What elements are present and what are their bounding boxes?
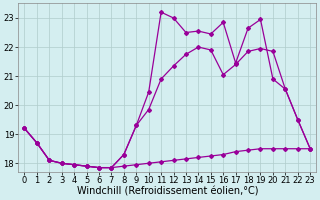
X-axis label: Windchill (Refroidissement éolien,°C): Windchill (Refroidissement éolien,°C) <box>76 187 258 197</box>
